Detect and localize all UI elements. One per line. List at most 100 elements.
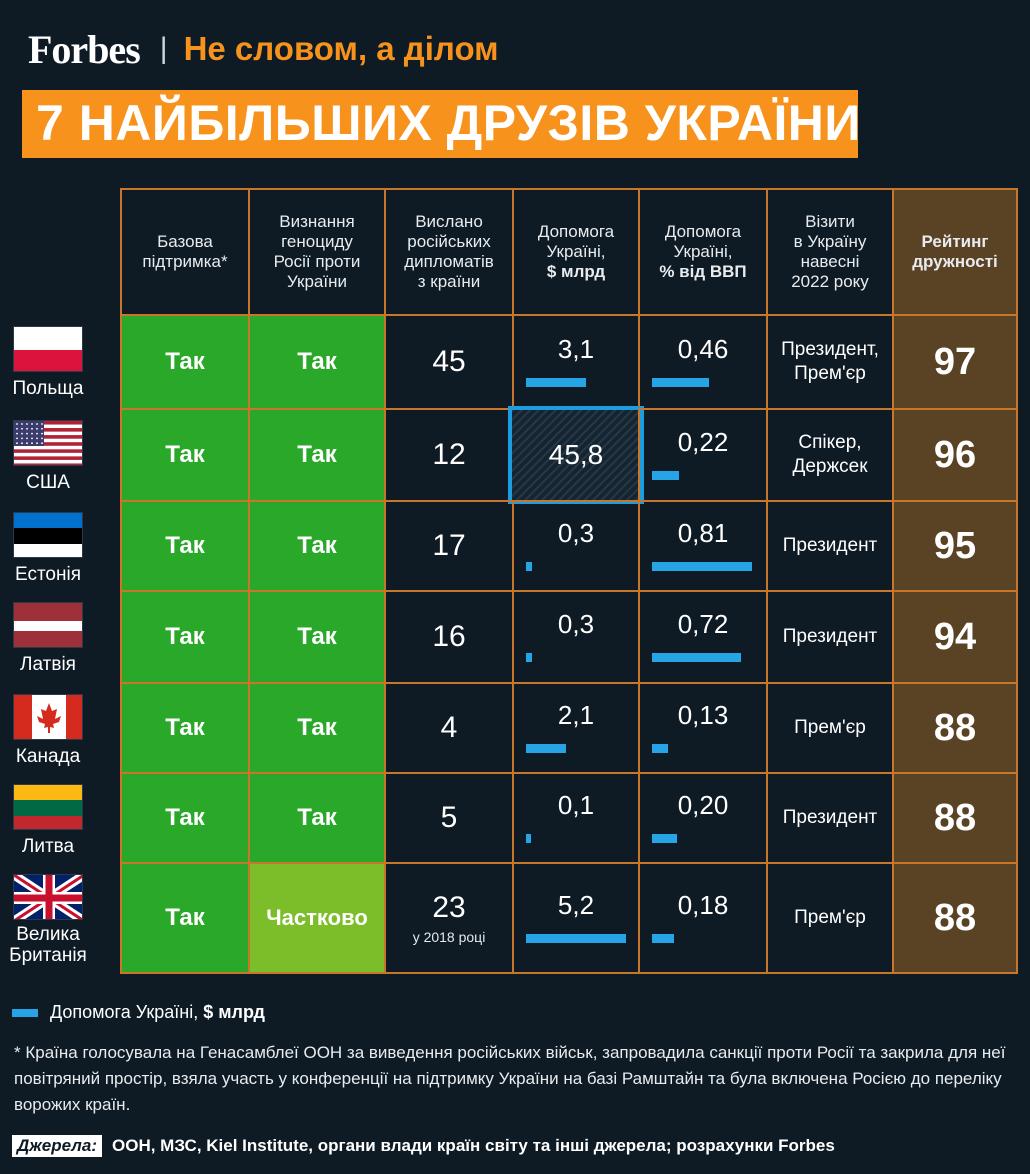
- aid-gdp-bar: [652, 378, 709, 387]
- diplomats-value: 12: [432, 438, 466, 471]
- column-header-line: російських: [407, 232, 491, 251]
- visits-line: Президент: [782, 626, 878, 647]
- column-header: Базова підтримка*: [120, 188, 250, 316]
- column-header-line: Україні,: [546, 242, 606, 261]
- visits-line: Президент,: [781, 339, 879, 360]
- genocide-recognition-cell: Частково: [248, 862, 386, 974]
- aid-usd-bar: [526, 744, 567, 753]
- aid-usd-bar: [526, 834, 531, 843]
- rating-cell: 88: [892, 862, 1018, 974]
- aid-usd-value: 3,1: [557, 334, 595, 364]
- column-header: Візити в Україну навесні 2022 року: [766, 188, 894, 316]
- aid-gdp-cell: 0,81: [638, 500, 768, 592]
- footnote: * Країна голосувала на Генасамблеї ООН з…: [14, 1043, 1006, 1114]
- visits-text: Президент: [783, 625, 878, 649]
- visits-line: Прем'єр: [794, 363, 866, 384]
- column-header: Допомога Україні,% від ВВП: [638, 188, 768, 316]
- genocide-recognition-cell: Так: [248, 682, 386, 774]
- column-header-line: Визнання: [279, 212, 355, 231]
- sources-text: ООН, МЗС, Kiel Institute, органи влади к…: [112, 1136, 835, 1155]
- genocide-recognition-cell: Так: [248, 500, 386, 592]
- sources: Джерела: ООН, МЗС, Kiel Institute, орган…: [12, 1135, 835, 1157]
- country-name: Естонія: [14, 564, 82, 585]
- column-header-line: України: [286, 272, 347, 291]
- column-header-text: Рейтинг дружності: [912, 232, 998, 272]
- visits-line: Прем'єр: [794, 907, 866, 928]
- basic-support-cell: Так: [120, 408, 250, 502]
- aid-usd-highlight: 45,8: [508, 406, 644, 504]
- visits-cell: Президент: [766, 772, 894, 864]
- diplomats-value: 23: [432, 891, 466, 924]
- column-header-text: Визнання геноциду Росії проти України: [274, 212, 361, 292]
- diplomats-cell: 16: [384, 590, 514, 684]
- visits-cell: Президент: [766, 590, 894, 684]
- rating-cell: 88: [892, 772, 1018, 864]
- column-header-text: Візити в Україну навесні 2022 року: [791, 212, 869, 292]
- legend-swatch: [12, 1008, 38, 1017]
- diplomats-cell: 12: [384, 408, 514, 502]
- aid-usd-value: 0,3: [557, 518, 595, 548]
- visits-cell: Президент, Прем'єр: [766, 314, 894, 410]
- country-name: Велика Британія: [9, 924, 87, 966]
- diplomats-cell: 4: [384, 682, 514, 774]
- diplomats-cell: 5: [384, 772, 514, 864]
- column-header-line: Вислано: [415, 212, 483, 231]
- column-header-text: Допомога Україні,% від ВВП: [659, 222, 746, 282]
- basic-support-cell: Так: [120, 590, 250, 684]
- column-header-line: 2022 року: [791, 272, 869, 291]
- basic-support-cell: Так: [120, 772, 250, 864]
- diplomats-note: у 2018 році: [412, 929, 486, 945]
- aid-usd-bar: [526, 653, 532, 662]
- aid-gdp-cell: 0,22: [638, 408, 768, 502]
- aid-gdp-bar: [652, 834, 677, 843]
- column-header: Допомога Україні, $ млрд: [512, 188, 640, 316]
- uk-flag-icon: [13, 874, 83, 920]
- column-header-line: навесні: [800, 252, 860, 271]
- diplomats-cell: 23 у 2018 році: [384, 862, 514, 974]
- diplomats-wrap: 12: [432, 438, 465, 472]
- rating-cell: 96: [892, 408, 1018, 502]
- country-name: США: [26, 472, 70, 493]
- diplomats-wrap: 45: [432, 345, 465, 379]
- header-tagline: Не словом, а ділом: [183, 30, 499, 67]
- aid-usd-cell: 2,1: [512, 682, 640, 774]
- diplomats-wrap: 23 у 2018 році: [413, 891, 486, 945]
- column-header-line: дружності: [912, 252, 998, 271]
- visits-cell: Президент: [766, 500, 894, 592]
- column-header-line: Рейтинг: [921, 232, 989, 251]
- aid-usd-cell: 0,3: [512, 590, 640, 684]
- page-title: 7 НАЙБІЛЬШИХ ДРУЗІВ УКРАЇНИ: [36, 95, 861, 151]
- column-header-line: Україні,: [673, 242, 733, 261]
- legend-label: Допомога Україні,: [50, 1002, 199, 1022]
- column-header-line: в Україну: [793, 232, 867, 251]
- aid-usd-value: 0,3: [557, 609, 595, 639]
- aid-usd-cell: 0,1: [512, 772, 640, 864]
- rating-cell: 88: [892, 682, 1018, 774]
- column-header: Рейтинг дружності: [892, 188, 1018, 316]
- aid-gdp-bar: [652, 471, 680, 480]
- diplomats-cell: 17: [384, 500, 514, 592]
- aid-gdp-cell: 0,72: [638, 590, 768, 684]
- forbes-logo: Forbes: [28, 26, 141, 72]
- country-name: Латвія: [20, 654, 76, 675]
- aid-usd-bar: [526, 378, 586, 387]
- aid-gdp-value: 0,22: [677, 427, 729, 457]
- column-header-line: дипломатів: [404, 252, 494, 271]
- aid-gdp-cell: 0,20: [638, 772, 768, 864]
- basic-support-cell: Так: [120, 862, 250, 974]
- rating-cell: 95: [892, 500, 1018, 592]
- column-header-line: Допомога: [537, 222, 615, 241]
- column-header-line: Базова: [157, 232, 213, 251]
- visits-text: Президент: [783, 534, 878, 558]
- genocide-recognition-cell: Так: [248, 314, 386, 410]
- diplomats-value: 4: [440, 711, 458, 744]
- poland-flag-icon: [13, 326, 83, 372]
- diplomats-value: 45: [432, 345, 466, 378]
- country-name: Польща: [12, 378, 84, 399]
- basic-support-cell: Так: [120, 314, 250, 410]
- aid-gdp-bar: [652, 934, 675, 943]
- genocide-recognition-cell: Так: [248, 408, 386, 502]
- canada-flag-icon: [13, 694, 83, 740]
- column-header: Визнання геноциду Росії проти України: [248, 188, 386, 316]
- header: Forbes | Не словом, а ділом: [28, 24, 499, 74]
